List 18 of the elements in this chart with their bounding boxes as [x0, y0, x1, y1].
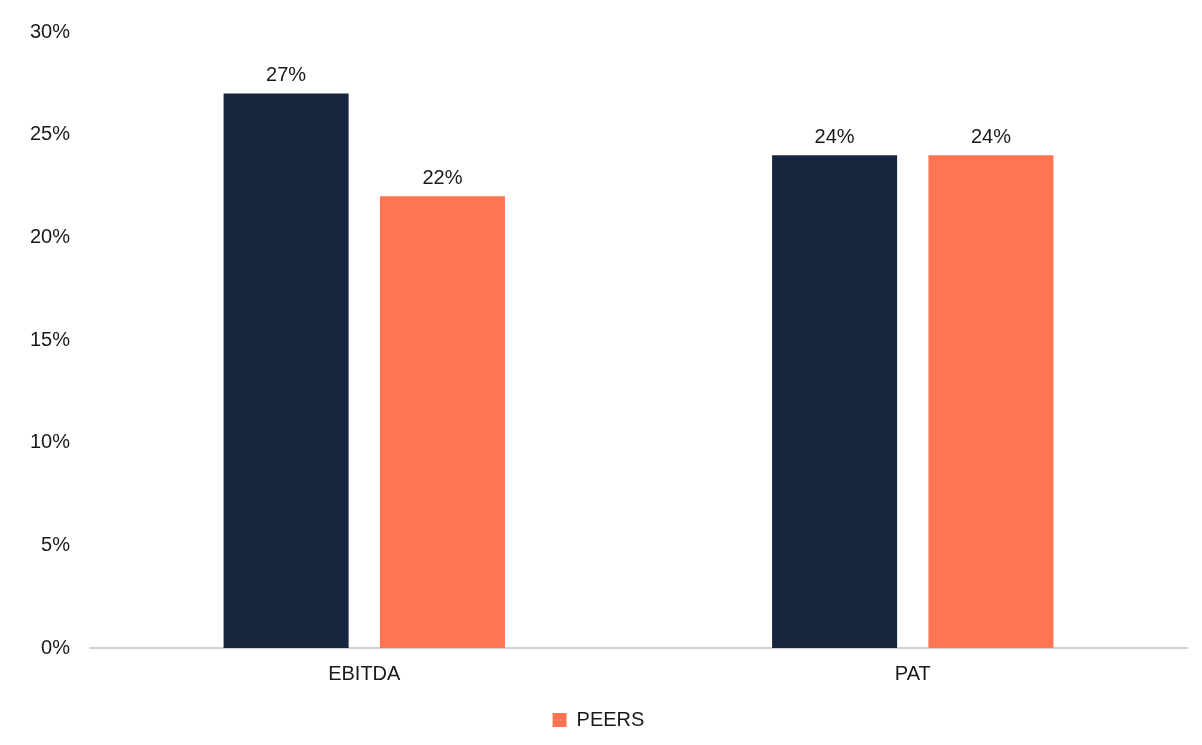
y-tick-label: 20%: [30, 224, 71, 247]
data-label: 24%: [814, 124, 855, 147]
legend-label: PEERS: [576, 707, 645, 730]
y-tick-label: 25%: [30, 122, 71, 145]
bar: [772, 155, 898, 648]
y-tick-label: 0%: [41, 635, 71, 658]
x-tick-label: PAT: [894, 661, 931, 684]
y-tick-label: 5%: [41, 532, 71, 555]
y-tick-label: 15%: [30, 327, 71, 350]
data-label: 24%: [970, 124, 1012, 147]
bar: [223, 93, 349, 648]
bar: [928, 155, 1054, 648]
data-label: 27%: [266, 63, 307, 86]
bar: [379, 196, 505, 648]
x-tick-label: EBITDA: [328, 661, 402, 684]
y-tick-label: 30%: [30, 19, 71, 42]
data-label: 22%: [422, 165, 463, 188]
y-tick-label: 10%: [30, 430, 71, 453]
